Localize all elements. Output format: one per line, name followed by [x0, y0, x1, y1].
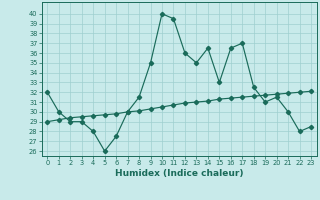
X-axis label: Humidex (Indice chaleur): Humidex (Indice chaleur)	[115, 169, 244, 178]
